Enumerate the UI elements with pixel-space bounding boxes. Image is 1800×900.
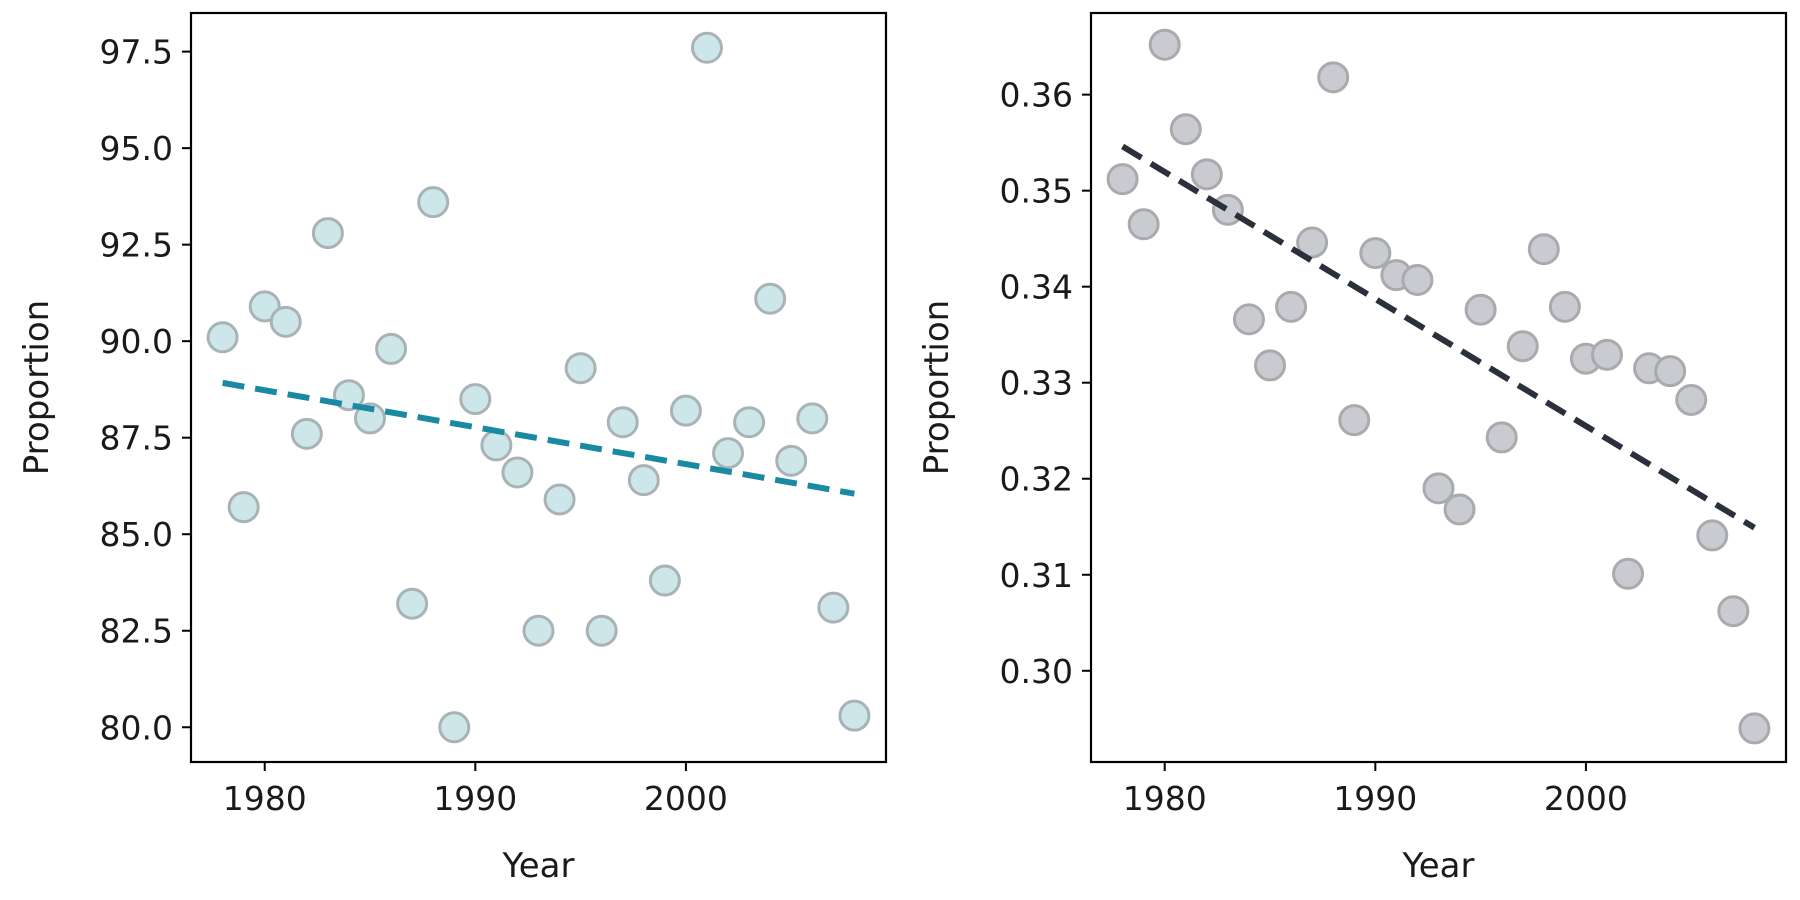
data-point [354, 402, 387, 435]
x-tick-label: 2000 [644, 779, 728, 818]
data-point [1548, 290, 1581, 323]
data-point [627, 464, 660, 497]
data-point [690, 31, 723, 64]
y-tick-label: 87.5 [100, 419, 173, 458]
x-axis-label: Year [502, 846, 575, 886]
data-point [1464, 293, 1497, 326]
y-tick-label: 97.5 [100, 33, 173, 72]
data-point [817, 591, 850, 624]
data-point [564, 352, 597, 385]
data-point [543, 483, 576, 516]
data-point [1275, 290, 1308, 323]
data-point [1527, 233, 1560, 266]
y-tick-label: 0.34 [1000, 268, 1073, 307]
data-point [648, 564, 681, 597]
data-point [375, 332, 408, 365]
data-point [290, 417, 323, 450]
data-point [712, 437, 745, 470]
data-point [775, 444, 808, 477]
data-point [1485, 421, 1518, 454]
data-point [1106, 163, 1139, 196]
data-point [1211, 193, 1244, 226]
data-point [669, 394, 702, 427]
data-point [480, 429, 513, 462]
data-point [1675, 383, 1708, 416]
data-point [501, 456, 534, 489]
data-point [733, 406, 766, 439]
data-point [838, 699, 871, 732]
data-point [1696, 519, 1729, 552]
data-point [522, 614, 555, 647]
y-tick-label: 0.30 [1000, 652, 1073, 691]
x-tick-label: 1990 [1333, 779, 1417, 818]
data-point [1738, 712, 1771, 745]
data-point [417, 186, 450, 219]
data-point [1232, 303, 1265, 336]
data-point [438, 711, 471, 744]
y-tick-label: 82.5 [100, 612, 173, 651]
y-tick-label: 95.0 [100, 129, 173, 168]
y-tick-label: 0.32 [1000, 460, 1073, 499]
x-tick-label: 1980 [223, 779, 307, 818]
trend-line [222, 379, 855, 497]
plot-frame [1089, 11, 1788, 764]
data-point [227, 491, 260, 524]
data-point [606, 406, 639, 439]
data-point [396, 587, 429, 620]
data-point [1254, 349, 1287, 382]
data-point [1612, 557, 1645, 590]
data-point [1148, 28, 1181, 61]
data-point [248, 290, 281, 323]
data-point [1296, 226, 1329, 259]
y-tick-label: 0.31 [1000, 556, 1073, 595]
y-tick-label: 0.36 [1000, 76, 1073, 115]
data-point [1359, 237, 1392, 270]
data-point [1717, 595, 1750, 628]
left-scatter-panel: 1980 1990 2000 80.0 82.5 85.0 87.5 90.0 92.5 95.0… [17, 11, 888, 886]
y-tick-label: 80.0 [100, 708, 173, 747]
plot-frame [189, 11, 888, 764]
y-tick-label: 0.33 [1000, 364, 1073, 403]
data-point [1338, 404, 1371, 437]
trend-line [1121, 143, 1756, 531]
data-point [269, 305, 302, 338]
data-point [1654, 355, 1687, 388]
data-point [311, 217, 344, 250]
data-point [796, 402, 829, 435]
x-tick-label: 2000 [1544, 779, 1628, 818]
y-tick-label: 90.0 [100, 322, 173, 361]
x-axis-label: Year [1402, 846, 1475, 886]
y-tick-label: 92.5 [100, 226, 173, 265]
data-point [1506, 330, 1539, 363]
y-tick-label: 85.0 [100, 515, 173, 554]
x-tick-label: 1990 [433, 779, 517, 818]
data-point [1317, 61, 1350, 94]
y-axis-label: Proportion [17, 300, 57, 475]
data-point [206, 321, 239, 354]
y-tick-label: 0.35 [1000, 172, 1073, 211]
data-point [459, 383, 492, 416]
data-point [754, 282, 787, 315]
data-point [1443, 493, 1476, 526]
data-point [1422, 472, 1455, 505]
data-point [585, 614, 618, 647]
data-point [1590, 338, 1623, 371]
data-point [1190, 158, 1223, 191]
x-tick-label: 1980 [1123, 779, 1207, 818]
right-scatter-panel: 1980 1990 2000 0.30 0.31 0.32 0.33 0.34 0.35 0.36… [917, 11, 1788, 886]
y-axis-label: Proportion [917, 300, 957, 475]
data-point [1169, 113, 1202, 146]
data-point [1127, 208, 1160, 241]
data-point [1401, 263, 1434, 296]
